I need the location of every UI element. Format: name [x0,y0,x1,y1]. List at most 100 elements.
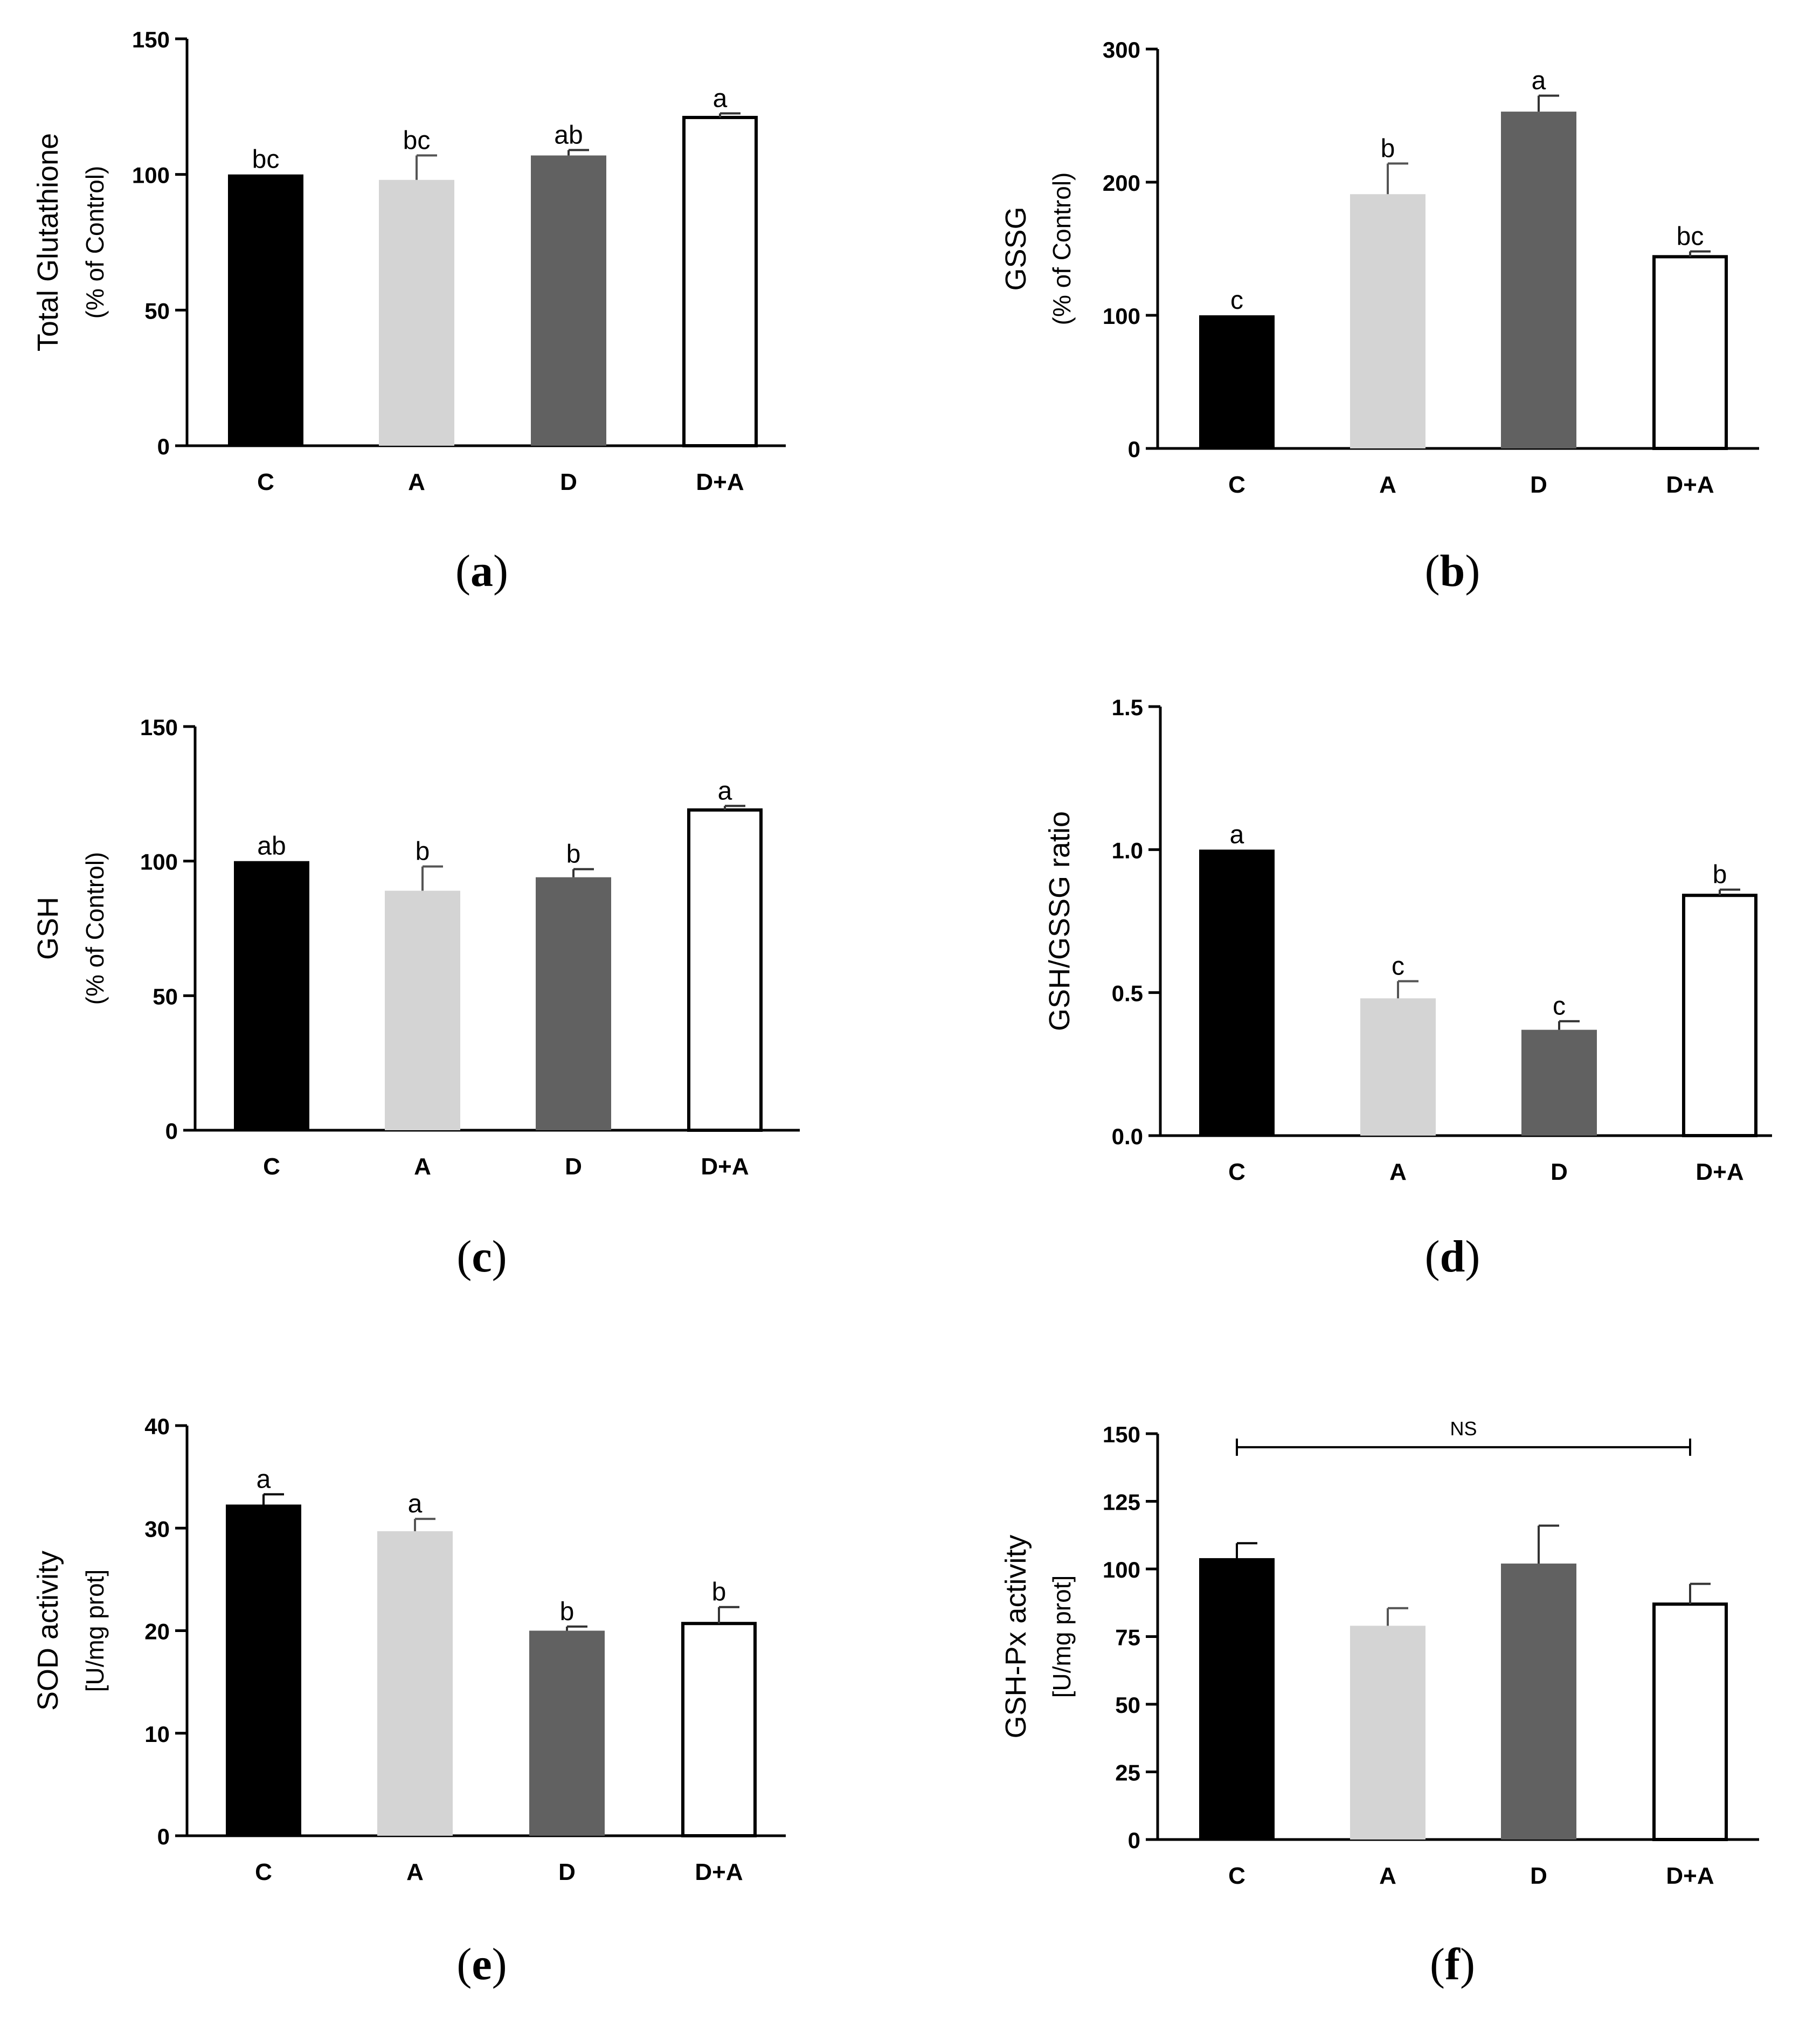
panel-caption: (f) [1430,1939,1475,1989]
x-tick-label: A [1379,472,1396,498]
y-tick-label: 125 [1103,1490,1140,1515]
bar-A [385,890,460,1130]
significance-letter: c [1392,952,1404,980]
significance-letter: b [712,1578,726,1607]
y-tick-label: 0.5 [1112,981,1143,1006]
caption-paren-open: ( [455,546,470,596]
y-tick-label: 0 [1128,1828,1140,1853]
y-tick-label: 0 [165,1118,178,1144]
x-tick-label: C [1228,1159,1245,1185]
significance-letter: a [713,84,728,113]
x-tick-label: C [255,1859,272,1885]
y-axis-sublabel: [U/mg prot] [1048,1575,1076,1698]
bar-D+A [682,115,758,447]
bar-C [226,1504,301,1836]
bar-D [1501,1563,1576,1840]
x-tick-label: D [1530,1863,1547,1889]
significance-letter: a [718,777,732,805]
y-tick-label: 100 [140,849,178,875]
bar-C [234,861,309,1130]
x-tick-label: D [1530,472,1547,498]
significance-letter: b [560,1598,575,1626]
bar-D+A [1682,894,1757,1137]
y-axis-sublabel: (% of Control) [81,166,109,319]
y-axis-label: GSH-Px activity [1000,1534,1032,1738]
panel-caption: (b) [1425,546,1480,596]
y-tick-label: 100 [132,163,170,188]
significance-letter: a [257,1465,271,1493]
caption-paren-close: ) [492,1939,507,1989]
y-tick-label: 10 [144,1721,170,1747]
x-tick-label: A [408,469,425,495]
significance-letter: ab [554,121,583,149]
x-tick-label: D [565,1153,582,1180]
significance-letter: ab [257,832,286,861]
bar-D+A [1652,255,1728,450]
caption-paren-close: ) [1465,1232,1480,1282]
caption-letter: f [1445,1939,1461,1989]
significance-letter: bc [1677,222,1704,251]
y-tick-label: 75 [1115,1625,1140,1650]
bar-A [379,179,454,446]
y-axis-label: GSH [32,897,64,960]
caption-paren-open: ( [1430,1939,1445,1989]
y-tick-label: 200 [1103,170,1140,196]
y-axis-label: Total Glutathione [32,133,64,351]
significance-letter: bc [403,126,431,155]
ns-annotation: NS [1450,1418,1477,1440]
x-tick-label: D [558,1859,576,1885]
y-tick-label: 100 [1103,1557,1140,1582]
panel-caption: (a) [455,546,508,596]
caption-paren-close: ) [493,546,508,596]
caption-paren-open: ( [456,1232,472,1282]
caption-paren-close: ) [492,1232,507,1282]
significance-letter: bc [252,146,280,174]
bar-D+A [687,808,763,1132]
chart-panel-a: 0 50 100 150 bc Cbc Aab Da D+A Total Glutathione (… [32,27,786,596]
panel-caption: (e) [456,1939,507,1989]
x-tick-label: D+A [1666,1863,1714,1889]
x-tick-label: D+A [1666,472,1714,498]
y-tick-label: 1.5 [1112,695,1143,720]
x-tick-label: D+A [696,469,744,495]
x-tick-label: A [406,1859,424,1885]
y-tick-label: 100 [1103,303,1140,329]
y-tick-label: 0 [157,1824,170,1849]
y-axis-sublabel: [U/mg prot] [81,1569,109,1692]
chart-panel-d: 0.0 0.5 1.0 1.5 a Cc Ac Db D+A GSH/GSSG ratio (d) [1043,695,1772,1282]
bar-C [228,174,303,446]
y-tick-label: 50 [144,298,170,323]
y-tick-label: 150 [1103,1422,1140,1447]
y-tick-label: 30 [144,1516,170,1541]
bar-A [1360,998,1436,1136]
significance-letter: b [416,838,430,866]
x-tick-label: C [257,469,274,495]
y-tick-label: 1.0 [1112,838,1143,863]
bar-A [1350,194,1425,448]
bar-C [1199,315,1275,448]
bar-A [1350,1626,1425,1840]
x-tick-label: A [1379,1863,1396,1889]
bar-C [1199,849,1275,1136]
bar-D [536,877,611,1130]
significance-letter: a [1532,66,1546,95]
chart-panel-c: 0 50 100 150 ab Cb Ab Da D+A GSH (% of Control) (c) [32,715,800,1282]
significance-letter: b [566,840,581,869]
y-axis-sublabel: (% of Control) [81,852,109,1005]
significance-letter: a [1230,820,1244,849]
caption-paren-close: ) [1465,546,1480,596]
caption-letter: c [472,1232,492,1282]
panel-caption: (c) [456,1232,507,1282]
bar-D [531,155,606,446]
x-tick-label: D [560,469,577,495]
significance-letter: b [1381,134,1395,163]
bar-D [1521,1029,1597,1136]
y-tick-label: 150 [140,715,178,740]
x-tick-label: C [1228,472,1245,498]
caption-paren-open: ( [1425,1232,1440,1282]
bar-A [377,1531,453,1836]
bar-D+A [1652,1602,1728,1841]
y-tick-label: 0.0 [1112,1124,1143,1149]
significance-letter: b [1713,861,1727,889]
x-tick-label: D [1551,1159,1568,1185]
